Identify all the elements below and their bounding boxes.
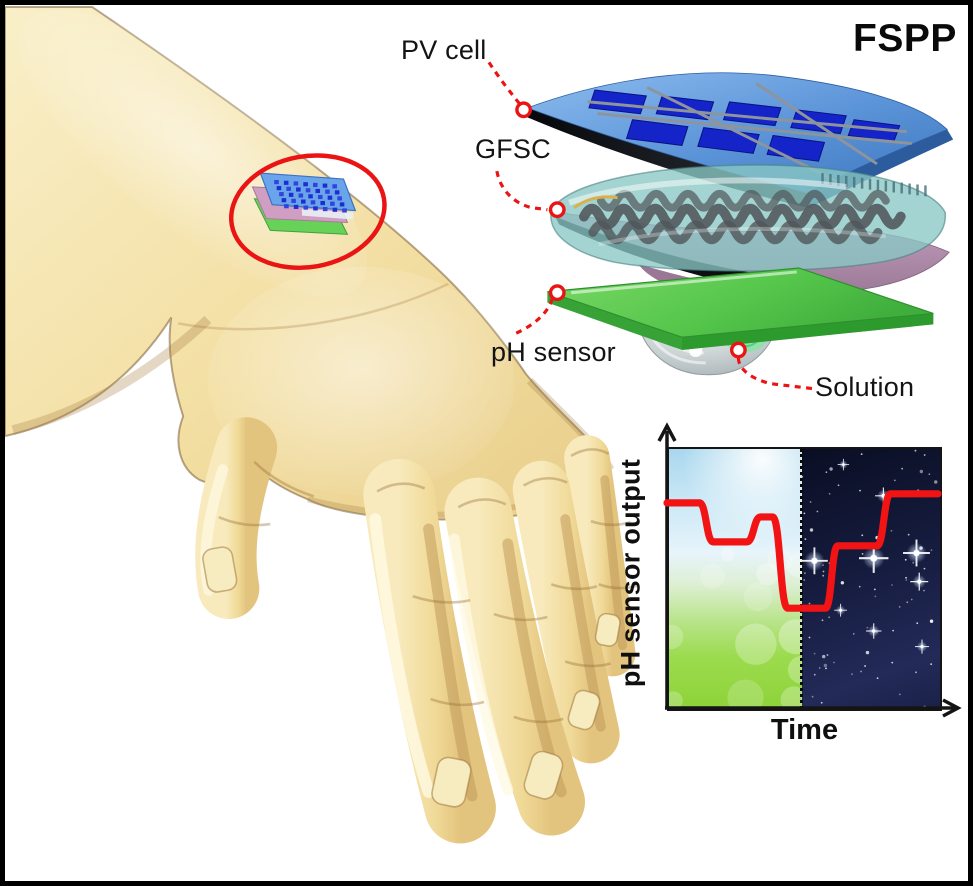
figure-artwork bbox=[5, 5, 954, 844]
chart-y-axis-label: pH sensor output bbox=[615, 458, 646, 688]
annotation-markers bbox=[515, 101, 747, 359]
middle-highlight bbox=[448, 533, 514, 796]
gfsc-wire-accent bbox=[573, 195, 618, 209]
exploded-gfsc-layer bbox=[548, 164, 950, 301]
leader-ph-sensor bbox=[513, 298, 554, 336]
pinky-nail bbox=[594, 612, 621, 647]
wrist-device-edge bbox=[301, 208, 354, 220]
ring-nail bbox=[567, 689, 601, 731]
label-pv-cell: PV cell bbox=[401, 35, 487, 65]
hand-highlight bbox=[207, 267, 515, 495]
arm-hand-illustration bbox=[5, 5, 639, 844]
chart-x-axis-label: Time bbox=[770, 714, 839, 746]
ph-plate-front-edge bbox=[681, 313, 934, 351]
leader-pv-cell bbox=[487, 61, 521, 105]
fingers bbox=[195, 417, 636, 844]
ph-plate-left-edge bbox=[547, 291, 682, 351]
solar-cells bbox=[588, 89, 901, 162]
marker-gfsc bbox=[548, 201, 566, 219]
pv-wires bbox=[587, 82, 913, 183]
marker-pv-cell bbox=[515, 101, 533, 119]
annotation-leaders bbox=[487, 61, 813, 391]
x-axis-arrow bbox=[942, 698, 962, 718]
nighttime-background bbox=[802, 449, 940, 709]
panel-title-fspp: FSPP bbox=[853, 17, 957, 60]
wrist-device bbox=[228, 153, 387, 271]
index-highlight bbox=[369, 513, 435, 798]
label-gfsc: GFSC bbox=[475, 134, 551, 164]
day-bokeh-decor bbox=[669, 534, 803, 709]
finger-creases bbox=[218, 448, 639, 724]
night-stars-decor bbox=[802, 449, 939, 709]
wrist-crease bbox=[177, 282, 449, 331]
leader-gfsc bbox=[495, 170, 548, 212]
device-circle-highlight bbox=[228, 153, 387, 271]
label-ph-sensor: pH sensor bbox=[491, 337, 616, 367]
gfsc-gloss2 bbox=[598, 226, 887, 247]
wrist-device-cell-grid bbox=[274, 180, 347, 213]
index-nail bbox=[431, 756, 472, 808]
middle-nail bbox=[523, 750, 564, 800]
gfsc-electrode-squiggles bbox=[579, 189, 906, 245]
leader-solution bbox=[736, 357, 813, 391]
inset-chart: pH sensor output Time bbox=[601, 421, 968, 757]
day-night-divider bbox=[800, 449, 804, 709]
y-axis-arrow bbox=[657, 422, 677, 442]
label-solution: Solution bbox=[815, 372, 915, 402]
gfsc-gloss bbox=[568, 177, 847, 206]
daytime-background bbox=[669, 449, 803, 709]
chart-plot-area bbox=[667, 447, 942, 711]
ph-plate-gloss bbox=[570, 270, 797, 295]
marker-ph-sensor bbox=[548, 284, 566, 302]
thumb-nail bbox=[202, 546, 238, 593]
pinky-shade bbox=[600, 475, 628, 651]
forearm-shade bbox=[11, 315, 212, 435]
marker-solution bbox=[729, 341, 747, 359]
fingernails bbox=[202, 546, 621, 808]
